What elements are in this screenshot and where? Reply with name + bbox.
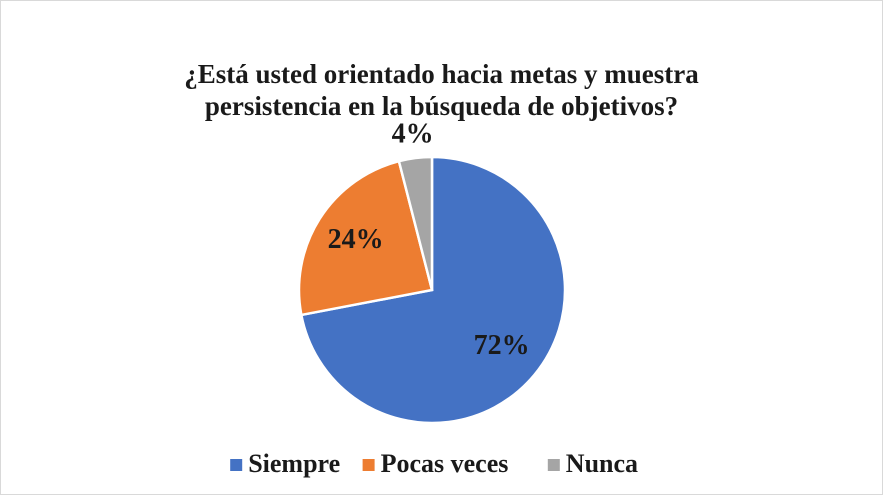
- pie-slice: [397, 155, 434, 291]
- legend-swatch: [547, 459, 560, 471]
- legend-swatch: [362, 459, 375, 471]
- legend-swatch: [230, 459, 243, 471]
- legend-label: Siempre: [248, 449, 340, 478]
- legend-label: Nunca: [566, 449, 638, 478]
- legend-label: Pocas veces: [381, 449, 509, 478]
- data-label: 72%: [474, 330, 530, 361]
- data-label: 4%: [392, 119, 434, 150]
- data-label: 24%: [328, 224, 384, 255]
- chart-title: ¿Está usted orientado hacia metas y mues…: [184, 59, 699, 121]
- pie-slice: [297, 159, 434, 317]
